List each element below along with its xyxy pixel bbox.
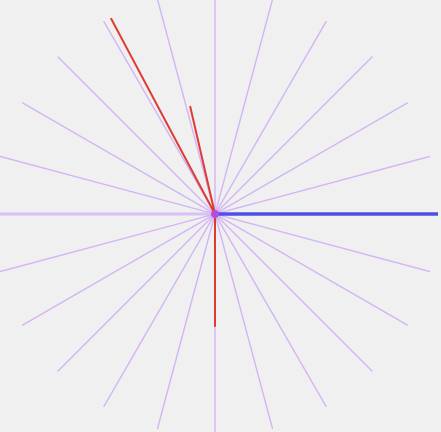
ray-255 xyxy=(156,213,216,430)
ray-315 xyxy=(214,213,373,372)
ray-300 xyxy=(214,213,327,407)
ray-240 xyxy=(103,213,216,407)
ray-150 xyxy=(22,102,216,215)
ray-15 xyxy=(214,155,431,215)
ray-285 xyxy=(214,213,274,430)
ray-75 xyxy=(214,0,274,215)
ray-195 xyxy=(0,213,216,273)
hand-group xyxy=(110,17,216,327)
center-point xyxy=(211,210,219,218)
ray-120 xyxy=(103,21,216,215)
ray-60 xyxy=(214,21,327,215)
ray-105 xyxy=(156,0,216,215)
short-hand xyxy=(189,105,216,215)
ray-30 xyxy=(214,102,408,215)
ray-330 xyxy=(214,213,408,326)
ray-210 xyxy=(22,213,216,326)
ray-135 xyxy=(57,56,216,215)
ray-345 xyxy=(214,213,431,273)
ray-45 xyxy=(214,56,373,215)
ray-225 xyxy=(57,213,216,372)
long-hand xyxy=(110,17,216,215)
ray-165 xyxy=(0,155,216,215)
